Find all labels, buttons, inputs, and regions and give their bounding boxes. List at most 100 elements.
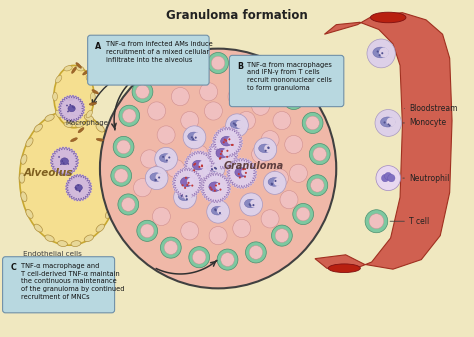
Circle shape: [155, 147, 177, 171]
Circle shape: [274, 180, 276, 182]
Polygon shape: [51, 147, 78, 175]
Circle shape: [200, 83, 218, 101]
Circle shape: [208, 53, 228, 73]
Ellipse shape: [75, 185, 82, 191]
Circle shape: [153, 207, 170, 225]
Circle shape: [250, 200, 258, 208]
Ellipse shape: [55, 75, 62, 83]
Text: B: B: [237, 62, 243, 71]
Circle shape: [244, 168, 246, 170]
Circle shape: [221, 253, 234, 267]
Circle shape: [75, 187, 76, 188]
Circle shape: [310, 178, 324, 192]
Circle shape: [156, 62, 176, 83]
Circle shape: [60, 163, 62, 165]
Circle shape: [182, 184, 183, 186]
Circle shape: [215, 184, 217, 187]
Circle shape: [187, 178, 194, 185]
Circle shape: [313, 147, 327, 161]
Circle shape: [224, 139, 226, 141]
Ellipse shape: [100, 49, 336, 288]
Circle shape: [179, 55, 200, 76]
Circle shape: [186, 184, 188, 186]
Circle shape: [267, 147, 269, 149]
Ellipse shape: [94, 78, 101, 82]
Circle shape: [240, 61, 253, 75]
Ellipse shape: [181, 177, 192, 187]
Ellipse shape: [19, 173, 25, 183]
Ellipse shape: [26, 209, 33, 218]
Circle shape: [73, 107, 75, 109]
Circle shape: [134, 179, 152, 197]
Ellipse shape: [105, 138, 112, 147]
Ellipse shape: [45, 235, 54, 242]
Circle shape: [141, 150, 158, 168]
Circle shape: [79, 191, 81, 192]
Ellipse shape: [71, 110, 81, 116]
Circle shape: [219, 157, 222, 159]
Circle shape: [191, 184, 193, 187]
Circle shape: [219, 212, 221, 214]
Circle shape: [193, 132, 201, 141]
Circle shape: [381, 52, 383, 54]
Circle shape: [283, 88, 304, 110]
Circle shape: [262, 69, 283, 90]
Ellipse shape: [111, 192, 118, 202]
Circle shape: [217, 249, 238, 270]
Ellipse shape: [71, 241, 81, 246]
Ellipse shape: [78, 127, 84, 133]
Circle shape: [214, 167, 216, 169]
Circle shape: [254, 138, 277, 161]
Circle shape: [114, 169, 128, 183]
Circle shape: [249, 203, 251, 205]
Circle shape: [233, 219, 251, 238]
Circle shape: [168, 156, 170, 158]
Circle shape: [211, 56, 225, 70]
Circle shape: [215, 182, 223, 190]
Circle shape: [376, 165, 401, 190]
Circle shape: [155, 179, 156, 181]
Ellipse shape: [86, 75, 92, 83]
Ellipse shape: [96, 224, 104, 232]
Circle shape: [67, 163, 69, 165]
Circle shape: [252, 204, 255, 206]
Circle shape: [67, 111, 69, 112]
Circle shape: [367, 39, 395, 68]
Ellipse shape: [64, 122, 72, 127]
Ellipse shape: [61, 158, 68, 165]
Circle shape: [193, 163, 195, 166]
Text: Neutrophil: Neutrophil: [409, 174, 449, 183]
Circle shape: [214, 190, 216, 192]
Ellipse shape: [328, 264, 360, 273]
Circle shape: [246, 242, 266, 263]
Circle shape: [227, 137, 235, 145]
Ellipse shape: [84, 235, 93, 242]
Ellipse shape: [45, 115, 54, 121]
Ellipse shape: [114, 173, 119, 183]
Ellipse shape: [268, 178, 281, 186]
Ellipse shape: [371, 12, 406, 23]
Circle shape: [191, 136, 193, 139]
Polygon shape: [213, 127, 242, 157]
Circle shape: [306, 116, 319, 130]
Ellipse shape: [34, 124, 43, 132]
Polygon shape: [59, 95, 84, 122]
Text: TNF-α from infected AMs induce
recruitment of a mixed cellular
infiltrate into t: TNF-α from infected AMs induce recruitme…: [106, 41, 212, 63]
Ellipse shape: [98, 64, 102, 71]
Circle shape: [228, 138, 230, 141]
Circle shape: [218, 183, 220, 185]
Text: Granuloma formation: Granuloma formation: [166, 9, 308, 22]
Circle shape: [195, 136, 197, 139]
Circle shape: [58, 156, 60, 158]
Circle shape: [199, 161, 206, 168]
Circle shape: [379, 54, 381, 56]
Circle shape: [383, 121, 386, 124]
Circle shape: [210, 188, 213, 190]
Ellipse shape: [57, 110, 67, 116]
Circle shape: [222, 149, 230, 156]
Circle shape: [217, 207, 225, 215]
Circle shape: [239, 177, 241, 179]
Circle shape: [227, 150, 228, 152]
Ellipse shape: [96, 124, 104, 132]
Circle shape: [201, 165, 203, 167]
